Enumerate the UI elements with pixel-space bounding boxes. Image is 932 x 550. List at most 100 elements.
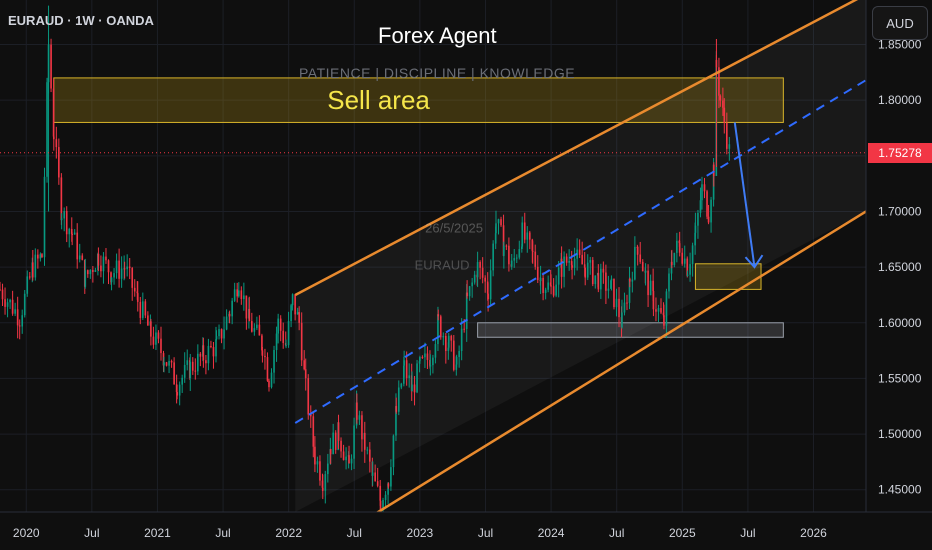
candle-body <box>626 302 628 304</box>
candle-body <box>178 384 181 396</box>
candle-body <box>170 360 173 363</box>
faded-date-label: 26/5/2025 <box>425 221 483 236</box>
candle-body <box>584 267 587 278</box>
candle-body <box>223 329 225 339</box>
candle-body <box>97 253 100 266</box>
candle-body <box>334 432 337 450</box>
time-axis[interactable]: 2020 Jul 2021 Jul 2022 Jul 2023 Jul 2024 Jul 2025 J… <box>0 511 932 550</box>
candle-body <box>194 370 197 372</box>
x-tick-label: 2026 <box>800 526 827 540</box>
candle-body <box>719 95 722 101</box>
candle-body <box>686 274 689 276</box>
candle-body <box>523 222 526 240</box>
candle-body <box>694 232 696 246</box>
candle-body <box>701 184 703 201</box>
candle-body <box>513 258 516 261</box>
candle-body <box>644 270 647 273</box>
candle-body <box>676 240 678 253</box>
candle-body <box>607 288 610 291</box>
candle-body <box>9 299 11 303</box>
x-tick-label: 2020 <box>13 526 40 540</box>
candle-body <box>23 293 26 316</box>
candle-body <box>294 294 296 315</box>
candle-body <box>34 254 37 278</box>
candle-body <box>439 316 442 338</box>
candle-body <box>623 302 626 313</box>
candle-body <box>133 287 136 292</box>
x-tick-label: 2023 <box>407 526 434 540</box>
candle-body <box>118 260 120 279</box>
y-tick-label: 1.85000 <box>878 38 922 52</box>
candle-body <box>220 329 223 339</box>
candle-body <box>703 184 706 192</box>
candle-body <box>505 245 508 247</box>
candle-body <box>621 312 623 328</box>
candle-body <box>282 330 285 344</box>
candle-body <box>515 257 518 259</box>
channel-lower-line <box>314 210 867 550</box>
candle-body <box>173 362 175 385</box>
candle-body <box>710 199 712 223</box>
candle-body <box>689 264 691 275</box>
candle-body <box>605 272 607 291</box>
candle-body <box>628 278 631 282</box>
candle-body <box>94 270 97 273</box>
candle-body <box>205 360 207 364</box>
candle-body <box>400 383 403 388</box>
candle-body <box>489 270 492 300</box>
x-tick-label: Jul <box>478 526 493 540</box>
candle-body <box>539 277 542 282</box>
candle-body <box>712 164 715 176</box>
candle-body <box>655 309 657 312</box>
candle-body <box>691 245 694 265</box>
channel-shade <box>295 0 866 512</box>
candle-body <box>492 243 494 271</box>
candle-body <box>534 251 537 267</box>
candle-body <box>52 136 55 140</box>
candle-body <box>92 269 94 273</box>
candle-body <box>683 258 686 264</box>
candle-body <box>304 369 307 379</box>
candle-body <box>366 449 369 451</box>
candle-body <box>526 232 529 240</box>
candle-body <box>270 372 273 388</box>
candle-body <box>411 384 413 392</box>
candle-body <box>368 449 371 462</box>
candle-body <box>510 260 513 267</box>
candle-body <box>728 144 731 149</box>
candle-body <box>186 360 189 365</box>
candle-body <box>65 211 68 235</box>
time-axis-bg <box>0 512 932 550</box>
candle-body <box>312 416 315 447</box>
candle-body <box>275 333 278 350</box>
candle-body <box>673 252 676 265</box>
candle-body <box>652 290 655 310</box>
candle-body <box>155 332 157 345</box>
candle-body <box>594 275 597 285</box>
candle-body <box>618 298 620 318</box>
candle-body <box>591 260 594 285</box>
candle-body <box>706 191 708 217</box>
candle-body <box>697 212 699 226</box>
currency-button[interactable]: AUD <box>872 6 928 40</box>
candle-body <box>444 335 447 351</box>
candle-body <box>110 277 113 283</box>
candle-body <box>628 278 631 303</box>
price-axis[interactable]: 1.850001.800001.750001.700001.650001.600… <box>865 0 932 550</box>
forecast-arrow-head <box>744 254 764 269</box>
candle-body <box>1 289 4 300</box>
candle-body <box>264 355 266 358</box>
candle-body <box>176 392 178 396</box>
candle-body <box>63 211 66 219</box>
candle-body <box>600 268 602 290</box>
candle-body <box>6 302 9 307</box>
candle-body <box>395 406 398 412</box>
candle-body <box>81 255 84 260</box>
candle-body <box>11 299 14 314</box>
x-tick-label: 2024 <box>538 526 565 540</box>
candle-body <box>542 277 544 293</box>
candle-body <box>139 301 142 318</box>
candle-body <box>670 261 673 265</box>
candle-body <box>256 324 258 329</box>
